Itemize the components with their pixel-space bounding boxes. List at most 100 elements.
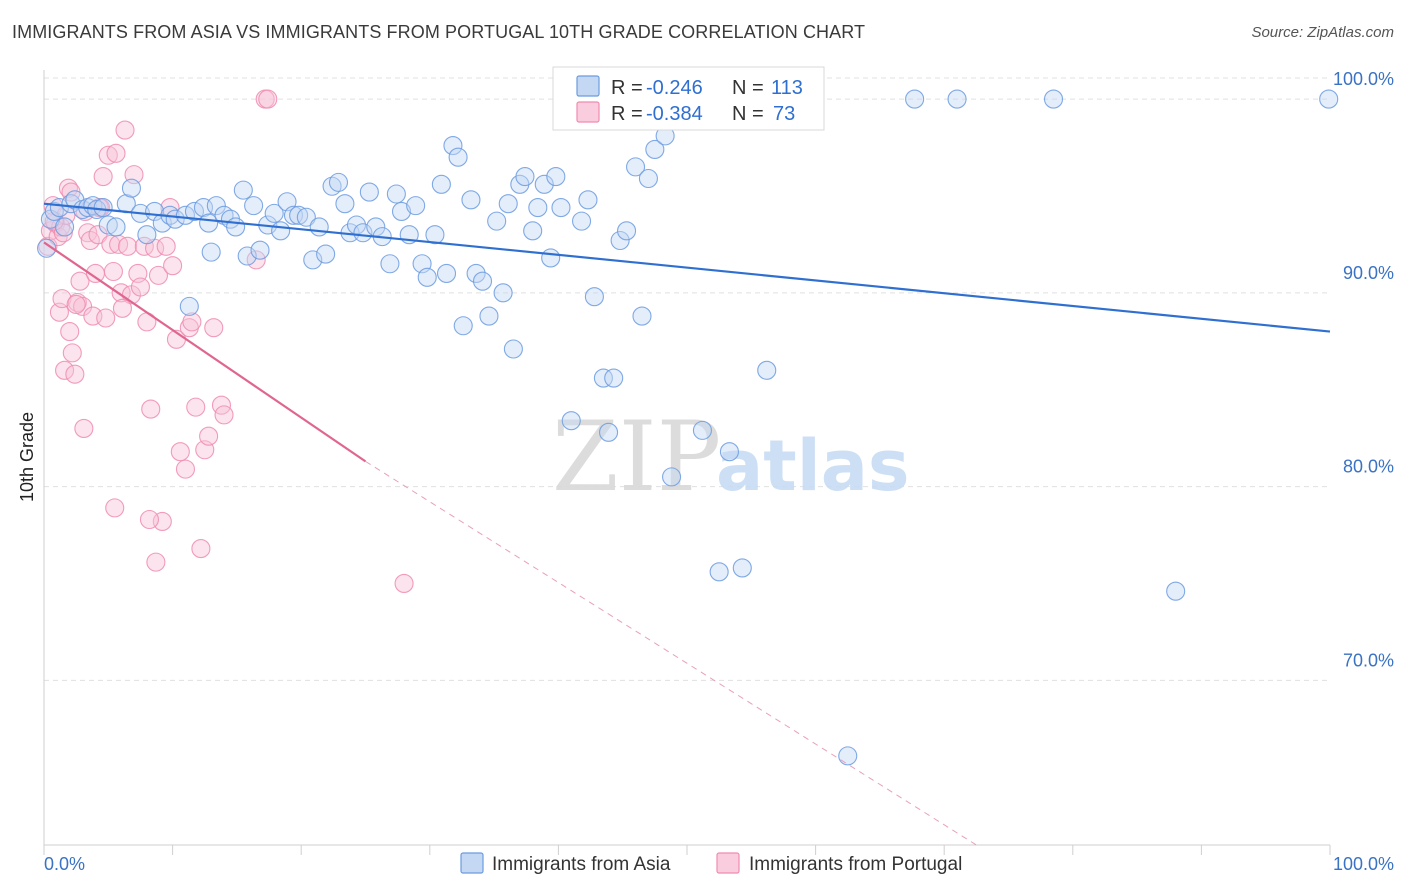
legend-top: R = -0.246 N = 113 R = -0.384 N = 73 — [552, 66, 825, 131]
data-point — [584, 287, 604, 307]
gridlines — [44, 77, 1330, 681]
data-point — [534, 174, 554, 194]
data-point — [561, 411, 581, 431]
data-point — [37, 238, 57, 258]
data-point — [186, 397, 206, 417]
data-point — [316, 244, 336, 264]
chart-title: IMMIGRANTS FROM ASIA VS IMMIGRANTS FROM … — [12, 22, 866, 42]
legend-n-value-portugal: 73 — [773, 103, 795, 125]
y-tick-label: 80.0% — [1343, 457, 1394, 477]
data-point — [165, 209, 185, 229]
data-point — [60, 322, 80, 342]
data-point — [201, 242, 221, 262]
data-point — [541, 248, 561, 268]
legend-bottom: Immigrants from Asia Immigrants from Por… — [460, 852, 962, 875]
x-tick-label-max: 100.0% — [1333, 854, 1394, 874]
data-point — [49, 198, 69, 218]
data-point — [70, 271, 90, 291]
data-point — [250, 240, 270, 260]
data-point — [244, 196, 264, 216]
data-point — [417, 267, 437, 287]
legend-n-label-portugal: N = — [732, 103, 764, 125]
data-point — [406, 196, 426, 216]
data-point — [101, 234, 121, 254]
data-point — [617, 221, 637, 241]
bottom-legend-label-portugal: Immigrants from Portugal — [749, 854, 962, 875]
data-point — [258, 89, 278, 109]
data-point — [115, 120, 135, 140]
data-point — [719, 442, 739, 462]
data-point — [453, 316, 473, 336]
data-point — [130, 277, 150, 297]
y-tick-labels: 70.0% 80.0% 90.0% 100.0% — [1333, 69, 1394, 670]
data-point — [146, 552, 166, 572]
data-point — [515, 167, 535, 187]
data-point — [448, 147, 468, 167]
data-point — [148, 265, 169, 285]
data-point — [93, 198, 113, 218]
data-point — [523, 221, 543, 241]
data-point — [74, 418, 94, 438]
data-point — [199, 426, 219, 446]
data-point — [66, 294, 86, 314]
data-point — [93, 167, 113, 187]
legend-swatch-portugal — [576, 101, 600, 123]
data-point — [118, 236, 138, 256]
data-point — [551, 198, 571, 218]
data-point — [431, 174, 451, 194]
y-tick-label: 70.0% — [1343, 650, 1394, 670]
data-point — [139, 509, 160, 530]
data-point — [335, 194, 355, 214]
data-point — [479, 306, 499, 326]
data-point — [436, 263, 457, 283]
watermark-atlas: atlas — [716, 425, 910, 507]
y-tick-label: 90.0% — [1343, 263, 1394, 283]
trend-line-portugal-extension — [365, 460, 977, 846]
data-point — [163, 256, 183, 276]
data-point — [1166, 581, 1186, 601]
data-point — [226, 217, 246, 237]
data-point — [632, 306, 652, 326]
data-point — [80, 230, 100, 251]
data-point — [610, 230, 630, 251]
data-point — [947, 89, 967, 109]
data-point — [182, 312, 202, 332]
data-point — [1319, 89, 1339, 109]
data-point — [692, 420, 712, 440]
data-point — [214, 405, 234, 425]
data-point — [571, 211, 592, 231]
data-point — [98, 145, 118, 165]
portugal-points — [38, 89, 414, 593]
data-point — [296, 207, 316, 227]
data-point — [425, 225, 445, 245]
legend-r-label-portugal: R = — [611, 103, 643, 125]
data-point — [152, 213, 172, 233]
bottom-legend-swatch-asia — [460, 852, 484, 874]
data-point — [170, 442, 190, 462]
data-point — [264, 203, 284, 223]
data-point — [466, 263, 486, 283]
data-point — [498, 194, 518, 214]
data-point — [461, 190, 481, 210]
data-point — [578, 190, 598, 210]
data-point — [106, 143, 126, 163]
data-point — [503, 339, 523, 359]
data-point — [391, 201, 412, 221]
source-credit: Source: ZipAtlas.com — [1251, 24, 1394, 41]
legend-r-label-asia: R = — [611, 77, 643, 99]
data-point — [638, 168, 658, 189]
data-point — [380, 254, 400, 274]
data-point — [309, 217, 329, 237]
data-point — [328, 172, 349, 192]
data-point — [289, 205, 309, 225]
legend-swatch-asia — [576, 75, 600, 97]
data-point — [443, 136, 463, 156]
watermark: ZIP atlas — [552, 401, 910, 513]
data-point — [233, 180, 253, 200]
data-point — [493, 283, 513, 303]
trend-line-asia — [43, 202, 1331, 333]
data-point — [271, 221, 291, 241]
data-point — [709, 562, 729, 582]
data-point — [593, 368, 613, 388]
data-point — [757, 360, 777, 380]
